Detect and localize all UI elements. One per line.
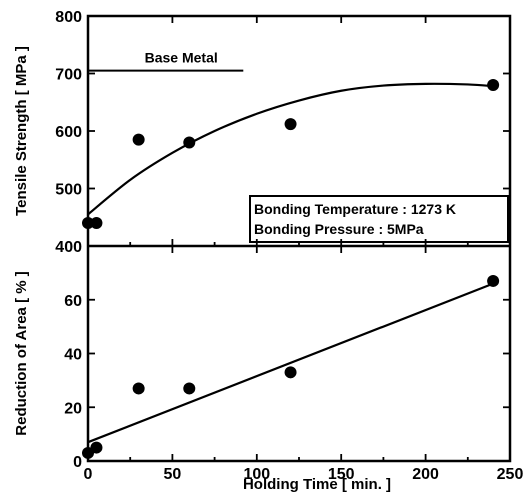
reduction-point <box>183 382 196 395</box>
base-metal-label: Base Metal <box>145 50 218 66</box>
x-tick-label: 150 <box>328 466 355 483</box>
y-tick-label: 500 <box>55 182 82 199</box>
tensile-point <box>284 118 297 131</box>
conditions-line: Bonding Temperature : 1273 K <box>254 201 456 217</box>
y-tick-label: 20 <box>64 400 82 417</box>
conditions-box <box>249 195 509 243</box>
x-tick-label: 200 <box>412 466 439 483</box>
reduction-point <box>132 382 145 395</box>
reduction-of-area-panel: 0 20 40 60 Reduction of Area [ % ] <box>13 271 510 471</box>
y-tick-label: 40 <box>64 347 82 364</box>
reduction-point <box>284 366 297 379</box>
x-tick-label: 50 <box>164 466 182 483</box>
tensile-point <box>183 136 196 149</box>
tensile-point <box>487 79 500 91</box>
y-tick-label: 800 <box>55 9 82 26</box>
y-axis-title-tensile: Tensile Strength [ MPa ] <box>13 46 30 216</box>
y-tick-label: 700 <box>55 67 82 84</box>
tensile-fit-curve <box>87 82 494 216</box>
shared-axis: 0 50 100 150 200 250 Holding Time [ min. ] <box>84 14 524 493</box>
x-tick-label: 0 <box>84 466 93 483</box>
y-tick-label: 0 <box>73 454 82 471</box>
conditions-line: Bonding Pressure : 5MPa <box>254 221 424 237</box>
tensile-point <box>132 133 145 146</box>
reduction-point <box>90 441 103 454</box>
tensile-strength-panel: 400 500 600 700 800 Tensile Strength [ MPa ] B… <box>13 9 510 256</box>
y-axis-title-reduction: Reduction of Area [ % ] <box>13 271 30 435</box>
reduction-fit-line <box>87 282 494 444</box>
y-tick-label: 600 <box>55 124 82 141</box>
y-tick-label: 60 <box>64 293 82 310</box>
x-axis-title: Holding Time [ min. ] <box>243 476 391 493</box>
y-tick-label: 400 <box>55 239 82 256</box>
reduction-point <box>487 274 500 287</box>
x-tick-label: 100 <box>243 466 270 483</box>
x-tick-label: 250 <box>497 466 524 483</box>
tensile-point <box>90 217 103 229</box>
